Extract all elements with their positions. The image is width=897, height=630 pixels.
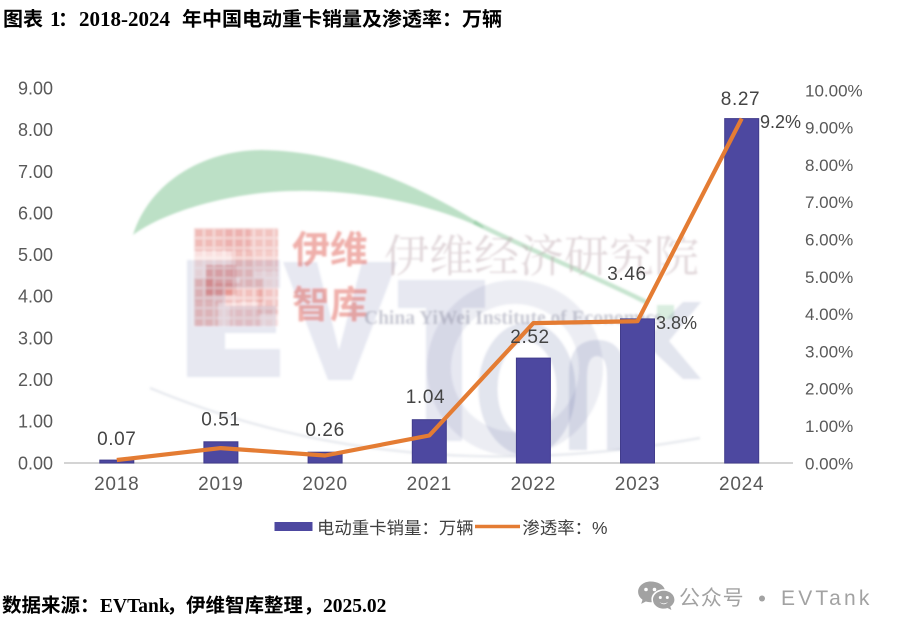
svg-text:1.00%: 1.00% — [805, 417, 853, 436]
svg-text:2.52: 2.52 — [510, 327, 549, 348]
svg-text:2018: 2018 — [94, 474, 139, 495]
svg-text:2.00%: 2.00% — [805, 380, 853, 399]
svg-text:9.00%: 9.00% — [805, 119, 853, 138]
svg-text:EVTank: EVTank — [100, 596, 170, 617]
svg-text:2018-2024: 2018-2024 — [79, 7, 170, 31]
svg-text:3.8%: 3.8% — [656, 313, 697, 333]
svg-text:9.2%: 9.2% — [760, 112, 801, 132]
svg-text:4.00: 4.00 — [18, 287, 53, 307]
svg-text:2025.02: 2025.02 — [323, 596, 386, 617]
svg-text:1.00: 1.00 — [18, 412, 53, 432]
svg-text:7.00: 7.00 — [18, 162, 53, 182]
svg-text:EVTank: EVTank — [781, 587, 873, 610]
svg-text:0.51: 0.51 — [201, 410, 240, 431]
svg-text:2021: 2021 — [407, 474, 452, 495]
svg-text:4.00%: 4.00% — [805, 305, 853, 324]
svg-text:7.00%: 7.00% — [805, 193, 853, 212]
svg-text:2020: 2020 — [302, 474, 347, 495]
svg-text:0.26: 0.26 — [305, 420, 344, 441]
svg-text:China YiWei Institute of Econo: China YiWei Institute of Economics — [364, 308, 662, 329]
svg-text:3.46: 3.46 — [607, 264, 646, 285]
svg-text:6.00%: 6.00% — [805, 231, 853, 250]
svg-text:9.00: 9.00 — [18, 79, 53, 99]
svg-text:1: 1 — [50, 7, 61, 31]
svg-text:5.00%: 5.00% — [805, 268, 853, 287]
svg-text:2.00: 2.00 — [18, 370, 53, 390]
svg-text:2022: 2022 — [511, 474, 556, 495]
svg-text:1.04: 1.04 — [406, 387, 445, 408]
svg-text:3.00: 3.00 — [18, 328, 53, 348]
svg-text:2023: 2023 — [615, 474, 660, 495]
svg-text:10.00%: 10.00% — [805, 81, 863, 100]
svg-text:5.00: 5.00 — [18, 245, 53, 265]
svg-text:6.00: 6.00 — [18, 204, 53, 224]
svg-text:0.00%: 0.00% — [805, 454, 853, 473]
svg-text:3.00%: 3.00% — [805, 342, 853, 361]
svg-text:0.00: 0.00 — [18, 453, 53, 473]
svg-text:2019: 2019 — [198, 474, 243, 495]
svg-text:8.00%: 8.00% — [805, 156, 853, 175]
svg-text:8.27: 8.27 — [721, 89, 760, 110]
svg-text:0.07: 0.07 — [97, 429, 136, 450]
svg-text:%: % — [592, 518, 607, 538]
svg-text:8.00: 8.00 — [18, 120, 53, 140]
svg-text:2024: 2024 — [719, 474, 764, 495]
